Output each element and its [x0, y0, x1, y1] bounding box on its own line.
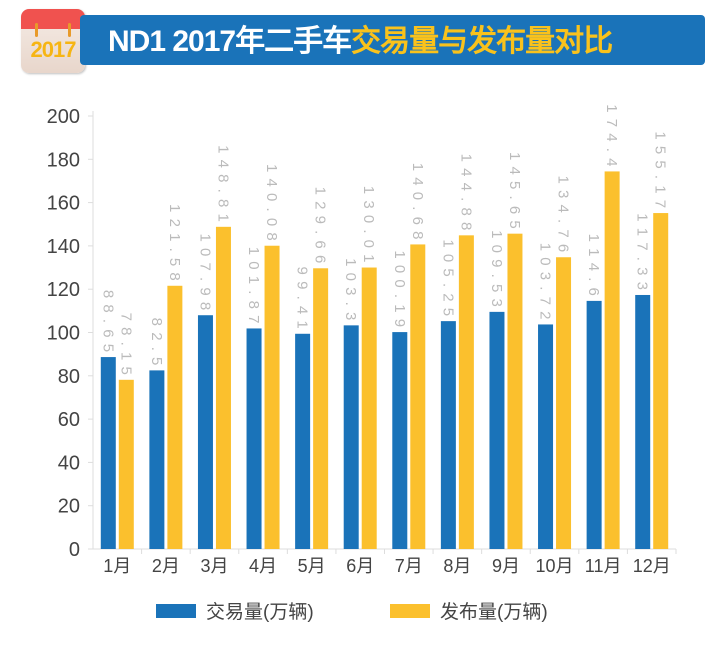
data-label: 1 0 9 . 5 3 — [488, 230, 505, 308]
data-label: 1 4 0 . 0 8 — [263, 164, 280, 242]
bar-transactions — [100, 357, 116, 549]
bar-transactions — [149, 370, 165, 549]
legend-swatch-yellow — [390, 603, 430, 618]
data-label: 1 0 5 . 2 5 — [439, 239, 456, 317]
x-tick-label: 7月 — [395, 556, 423, 576]
data-label: 1 1 7 . 3 3 — [634, 213, 651, 291]
data-label: 1 0 7 . 9 8 — [196, 234, 213, 312]
data-label: 1 1 4 . 6 — [585, 234, 602, 297]
data-label: 1 4 8 . 8 1 — [214, 145, 231, 223]
data-label: 9 9 . 4 1 — [294, 267, 311, 330]
y-tick-label: 120 — [47, 279, 80, 301]
bar-transactions — [343, 325, 359, 549]
bar-listings — [361, 267, 377, 549]
y-tick-label: 0 — [69, 539, 80, 561]
bar-listings — [507, 233, 523, 549]
bar-listings — [118, 379, 134, 549]
data-label: 7 8 . 1 5 — [117, 313, 134, 376]
bar-transactions — [246, 328, 262, 549]
data-label: 1 5 5 . 1 7 — [652, 131, 669, 209]
data-label: 1 0 3 . 3 — [342, 258, 359, 321]
bar-transactions — [295, 333, 311, 549]
x-tick-label: 6月 — [346, 556, 374, 576]
y-tick-label: 180 — [47, 149, 80, 171]
y-tick-label: 40 — [58, 452, 80, 474]
data-label: 1 4 5 . 6 5 — [506, 152, 523, 230]
data-label: 1 4 4 . 8 8 — [457, 154, 474, 232]
legend-swatch-blue — [156, 603, 196, 618]
x-tick-label: 8月 — [443, 556, 471, 576]
x-tick-label: 10月 — [536, 556, 574, 576]
x-tick-label: 5月 — [298, 556, 326, 576]
data-label: 1 0 3 . 7 2 — [537, 243, 554, 321]
title-banner — [80, 15, 705, 65]
bar-listings — [313, 268, 329, 549]
legend-item-series-1[interactable]: 发布量(万辆) — [390, 597, 548, 624]
y-tick-label: 160 — [47, 193, 80, 215]
bar-transactions — [635, 294, 651, 549]
calendar-year: 2017 — [30, 37, 77, 62]
bar-transactions — [392, 332, 408, 549]
y-tick-label: 200 — [47, 106, 80, 128]
y-tick-label: 20 — [58, 496, 80, 518]
data-label: 1 3 4 . 7 6 — [555, 176, 572, 254]
bar-listings — [556, 257, 572, 549]
data-label: 1 3 0 . 0 1 — [360, 186, 377, 264]
bar-transactions — [489, 311, 505, 549]
chart-title: ND1 2017年二手车交易量与发布量对比 — [108, 20, 613, 64]
bar-transactions — [197, 315, 213, 549]
bar-listings — [458, 235, 474, 550]
bar-listings — [215, 226, 231, 549]
y-tick-label: 60 — [58, 409, 80, 431]
title-white: ND1 2017年二手车 — [108, 25, 352, 58]
data-label: 1 7 4 . 4 — [603, 104, 620, 167]
bar-listings — [653, 213, 669, 549]
x-tick-label: 1月 — [103, 556, 131, 576]
x-tick-label: 2月 — [152, 556, 180, 576]
data-label: 1 2 1 . 5 8 — [166, 204, 183, 282]
bar-transactions — [538, 324, 554, 549]
y-tick-label: 80 — [58, 366, 80, 388]
data-label: 1 0 0 . 1 9 — [391, 250, 408, 328]
x-tick-label: 4月 — [249, 556, 277, 576]
x-tick-label: 12月 — [633, 556, 671, 576]
bar-listings — [410, 244, 426, 549]
bar-listings — [604, 171, 620, 549]
bar-listings — [167, 285, 183, 549]
data-label: 8 8 . 6 5 — [99, 290, 116, 353]
data-label: 1 2 9 . 6 6 — [312, 187, 329, 265]
bar-transactions — [440, 321, 456, 549]
calendar-icon: 2017 — [21, 9, 85, 73]
data-label: 8 2 . 5 — [148, 318, 165, 367]
legend-item-series-0[interactable]: 交易量(万辆) — [156, 597, 314, 624]
data-label: 1 0 1 . 8 7 — [245, 247, 262, 325]
data-label: 1 4 0 . 6 8 — [409, 163, 426, 241]
legend-label: 发布量(万辆) — [440, 602, 548, 623]
y-tick-label: 100 — [47, 323, 80, 345]
title-yellow: 交易量与发布量对比 — [351, 25, 613, 58]
y-tick-label: 140 — [47, 236, 80, 258]
x-tick-label: 9月 — [492, 556, 520, 576]
x-tick-label: 11月 — [585, 556, 622, 576]
bar-transactions — [586, 300, 602, 549]
x-tick-label: 3月 — [200, 556, 228, 576]
bar-listings — [264, 245, 280, 549]
legend-label: 交易量(万辆) — [206, 602, 314, 623]
